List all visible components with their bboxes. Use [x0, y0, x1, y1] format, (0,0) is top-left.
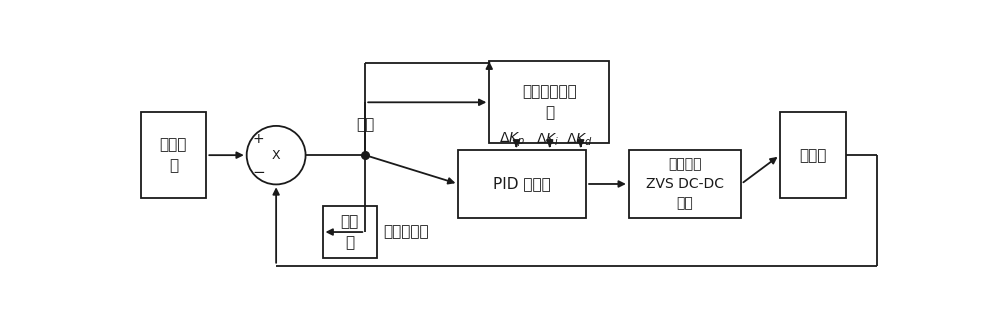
Text: 电池组: 电池组	[799, 148, 826, 163]
Text: 理想输
出: 理想输 出	[160, 137, 187, 173]
Text: X: X	[272, 149, 280, 162]
Text: +: +	[253, 132, 264, 146]
Bar	[140, 112, 206, 198]
Text: 移向全桥
ZVS DC-DC
电路: 移向全桥 ZVS DC-DC 电路	[646, 158, 724, 211]
Text: $\Delta K_d$: $\Delta K_d$	[566, 131, 593, 148]
Text: 偏差: 偏差	[356, 118, 374, 133]
Text: 微分
器: 微分 器	[341, 214, 359, 250]
Text: 偏差变化率: 偏差变化率	[383, 225, 429, 240]
Bar	[458, 150, 586, 218]
Text: $\Delta K_i$: $\Delta K_i$	[536, 131, 559, 148]
Text: 神经模糊控制
器: 神经模糊控制 器	[522, 84, 577, 120]
Bar	[780, 112, 846, 198]
Bar	[323, 206, 377, 258]
Text: −: −	[252, 165, 265, 180]
Bar	[629, 150, 741, 218]
Bar	[489, 61, 609, 143]
Text: PID 控制器: PID 控制器	[493, 177, 551, 192]
Text: $\Delta K_p$: $\Delta K_p$	[499, 130, 526, 149]
